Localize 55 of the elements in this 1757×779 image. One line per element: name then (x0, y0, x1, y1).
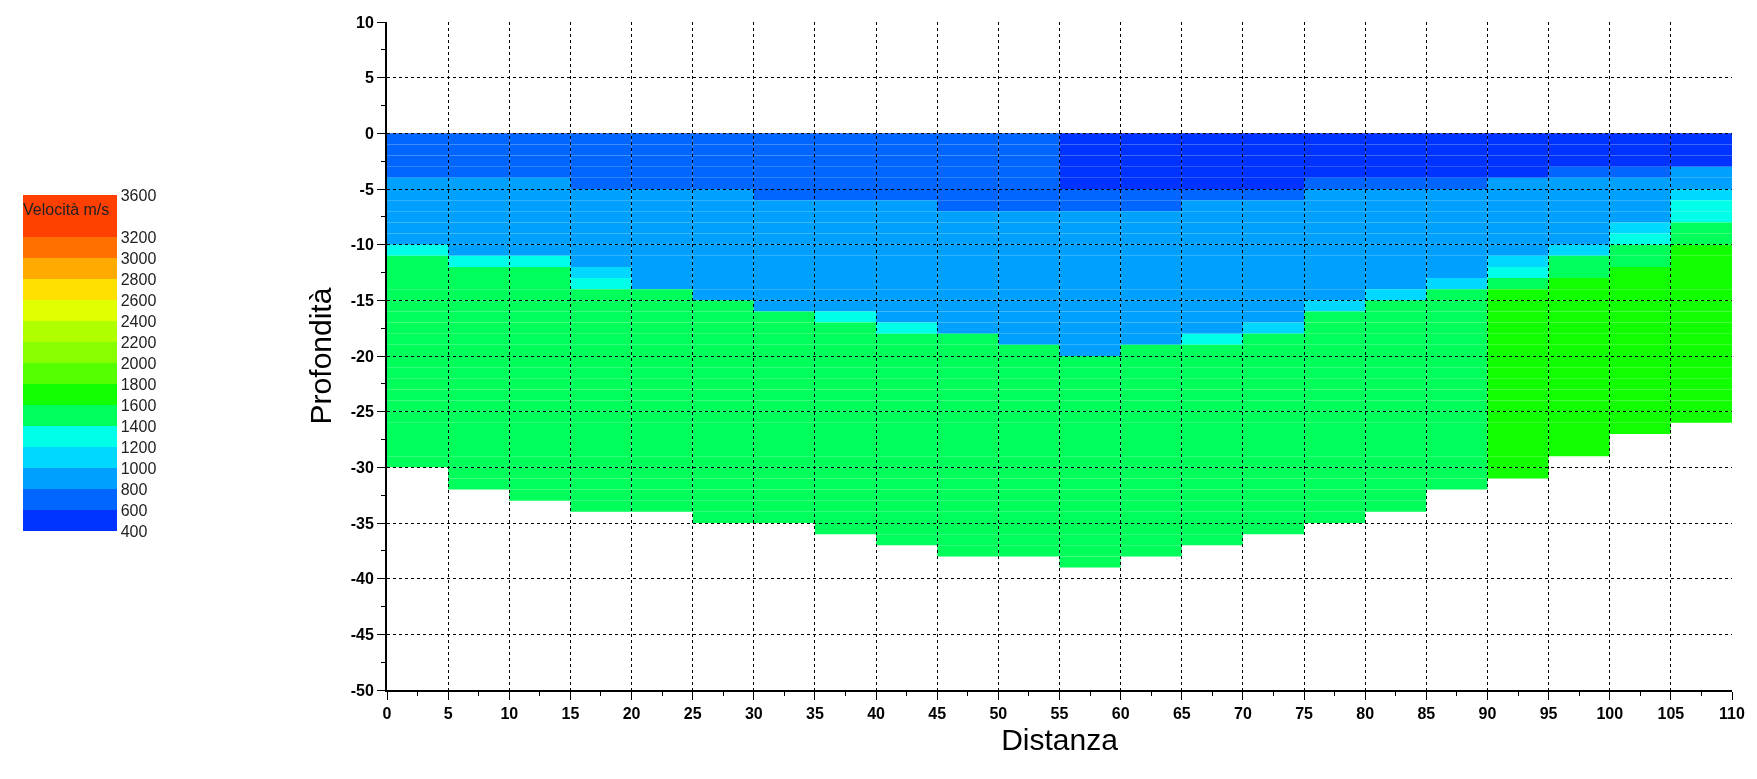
x-tick-label: 55 (1050, 705, 1069, 723)
color-bar-title: Velocità m/s (23, 201, 110, 218)
color-bar-label: 600 (120, 501, 148, 519)
y-tick-label: -45 (350, 625, 374, 643)
color-bar-label: 3600 (120, 186, 157, 204)
y-tick-label: -20 (350, 347, 374, 365)
x-tick-label: 20 (622, 705, 641, 723)
y-tick-label: -35 (350, 514, 374, 532)
color-bar-label: 2000 (120, 354, 157, 372)
x-tick-label: 60 (1111, 705, 1130, 723)
x-tick-label: 110 (1719, 705, 1746, 723)
x-tick-label: 65 (1172, 705, 1191, 723)
color-bar-label: 1600 (120, 396, 157, 414)
y-tick-label: -10 (350, 236, 374, 254)
color-bar-label: 800 (120, 480, 148, 498)
x-tick-label: 0 (382, 705, 392, 723)
x-tick-label: 90 (1478, 705, 1497, 723)
color-bar-label: 2200 (120, 333, 157, 351)
color-bar-label: 3200 (120, 228, 157, 246)
x-tick-label: 45 (928, 705, 947, 723)
color-bar-label: 1200 (120, 438, 157, 456)
color-bar-label: 2800 (120, 270, 157, 288)
y-tick-label: -25 (350, 403, 374, 421)
y-tick-label: 0 (364, 124, 374, 142)
color-bar-label: 2400 (120, 312, 157, 330)
x-tick-label: 40 (867, 705, 886, 723)
color-bar-label: 1800 (120, 375, 157, 393)
color-bar-label: 2600 (120, 291, 157, 309)
x-tick-label: 25 (683, 705, 702, 723)
x-tick-label: 105 (1657, 705, 1685, 723)
y-tick-label: -50 (350, 681, 374, 699)
y-tick-label: 5 (364, 69, 374, 87)
color-bar-label: 400 (120, 522, 148, 540)
x-tick-label: 75 (1295, 705, 1314, 723)
x-tick-label: 5 (443, 705, 453, 723)
y-tick-label: -15 (350, 291, 374, 309)
y-tick-label: -5 (359, 180, 374, 198)
color-bar-label: 3000 (120, 249, 157, 267)
x-tick-label: 35 (806, 705, 824, 723)
x-tick-label: 15 (561, 705, 580, 723)
x-tick-label: 30 (744, 705, 763, 723)
x-tick-label: 80 (1356, 705, 1375, 723)
x-tick-label: 100 (1596, 705, 1624, 723)
color-bar-label: 1000 (120, 459, 157, 477)
y-tick-label: -40 (350, 570, 374, 588)
y-axis-title: Profondità (304, 287, 338, 425)
y-tick-label: 10 (356, 13, 374, 31)
x-axis-title: Distanza (1001, 723, 1119, 757)
x-tick-label: 85 (1417, 705, 1436, 723)
x-tick-label: 50 (989, 705, 1008, 723)
y-tick-label: -30 (350, 458, 374, 476)
x-tick-label: 95 (1539, 705, 1558, 723)
x-tick-label: 70 (1234, 705, 1252, 723)
color-bar-label: 1400 (120, 417, 157, 435)
x-tick-label: 10 (500, 705, 519, 723)
